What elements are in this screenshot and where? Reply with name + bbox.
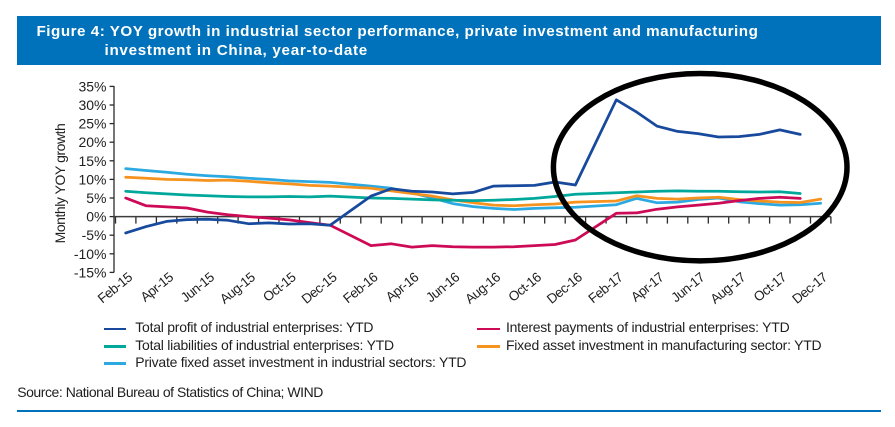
- svg-text:Aug-16: Aug-16: [462, 270, 503, 307]
- svg-text:Feb-16: Feb-16: [340, 270, 380, 307]
- svg-text:Jun-15: Jun-15: [178, 270, 217, 306]
- svg-text:Feb-17: Feb-17: [585, 270, 625, 307]
- svg-text:5%: 5%: [86, 190, 106, 206]
- svg-text:Dec-17: Dec-17: [789, 270, 830, 307]
- svg-text:0%: 0%: [86, 209, 106, 225]
- svg-text:10%: 10%: [78, 171, 106, 187]
- svg-text:Dec-15: Dec-15: [299, 270, 340, 307]
- svg-text:-15%: -15%: [74, 264, 107, 280]
- svg-text:Oct-17: Oct-17: [751, 270, 789, 305]
- svg-text:Oct-15: Oct-15: [260, 270, 298, 305]
- svg-text:20%: 20%: [78, 134, 106, 150]
- svg-text:Aug-17: Aug-17: [707, 270, 748, 307]
- svg-text:30%: 30%: [78, 97, 106, 113]
- svg-text:Jun-16: Jun-16: [423, 270, 462, 306]
- svg-text:35%: 35%: [78, 78, 106, 94]
- svg-text:Apr-15: Apr-15: [138, 270, 176, 305]
- svg-text:-10%: -10%: [74, 246, 107, 262]
- svg-text:Jun-17: Jun-17: [668, 270, 707, 306]
- svg-text:15%: 15%: [78, 153, 106, 169]
- svg-text:Aug-15: Aug-15: [217, 270, 258, 307]
- svg-text:Dec-16: Dec-16: [544, 270, 585, 307]
- svg-text:Monthly YOY growth: Monthly YOY growth: [52, 124, 68, 244]
- svg-text:Apr-16: Apr-16: [383, 270, 421, 305]
- svg-text:Apr-17: Apr-17: [628, 270, 666, 305]
- svg-text:-5%: -5%: [82, 227, 107, 243]
- svg-text:25%: 25%: [78, 116, 106, 132]
- svg-text:Oct-16: Oct-16: [505, 270, 543, 305]
